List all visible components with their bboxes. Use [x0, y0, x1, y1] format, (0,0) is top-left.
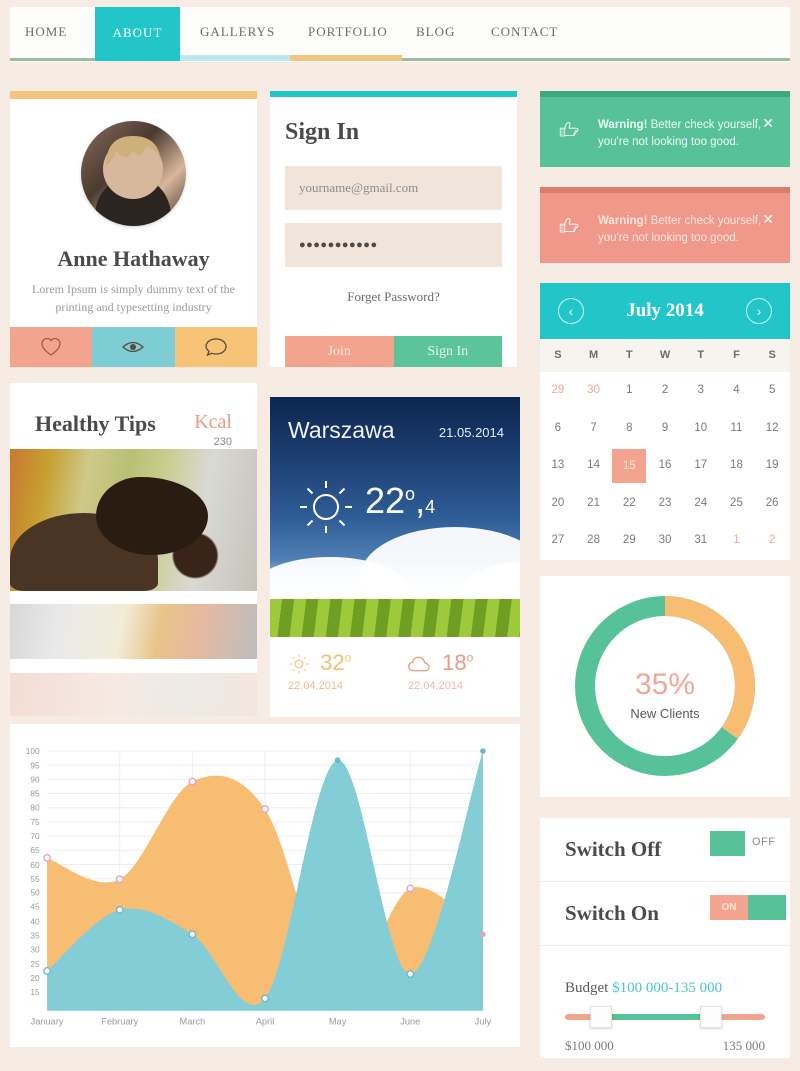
svg-text:65: 65 [30, 845, 40, 855]
svg-text:35: 35 [30, 930, 40, 940]
svg-text:June: June [400, 1017, 420, 1027]
svg-text:May: May [329, 1017, 347, 1027]
svg-text:New Clients: New Clients [630, 706, 700, 721]
svg-text:40: 40 [30, 916, 40, 926]
svg-text:90: 90 [30, 775, 40, 785]
svg-text:100: 100 [26, 746, 40, 756]
svg-text:60: 60 [30, 860, 40, 870]
svg-text:75: 75 [30, 817, 40, 827]
svg-text:20: 20 [30, 973, 40, 983]
svg-text:85: 85 [30, 788, 40, 798]
svg-text:25: 25 [30, 959, 40, 969]
svg-text:45: 45 [30, 902, 40, 912]
svg-text:15: 15 [30, 987, 40, 997]
svg-text:70: 70 [30, 831, 40, 841]
svg-text:March: March [179, 1017, 205, 1027]
svg-text:April: April [256, 1017, 275, 1027]
svg-text:80: 80 [30, 802, 40, 812]
svg-text:January: January [31, 1017, 64, 1027]
svg-text:July: July [475, 1017, 492, 1027]
svg-text:35%: 35% [635, 668, 695, 701]
svg-text:55: 55 [30, 874, 40, 884]
svg-text:50: 50 [30, 888, 40, 898]
svg-text:February: February [101, 1017, 138, 1027]
svg-text:30: 30 [30, 944, 40, 954]
svg-text:95: 95 [30, 761, 40, 771]
